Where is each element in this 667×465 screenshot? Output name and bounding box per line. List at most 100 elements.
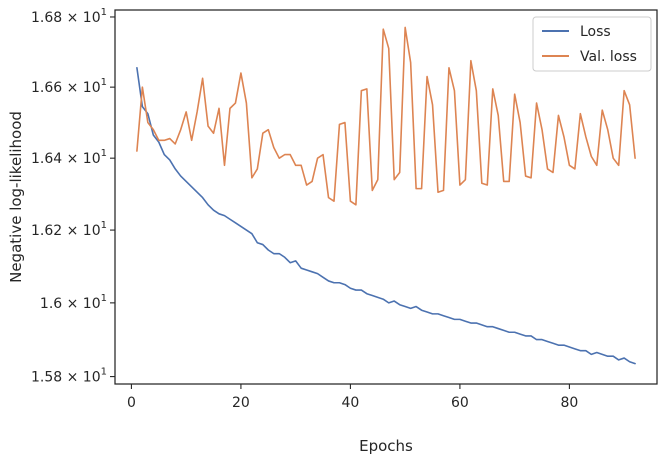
data-point-loss <box>135 66 138 69</box>
data-point-val-loss <box>387 47 390 50</box>
data-point-loss <box>168 158 171 161</box>
data-point-loss <box>557 344 560 347</box>
data-point-val-loss <box>278 157 281 160</box>
data-point-loss <box>343 283 346 286</box>
data-point-loss <box>179 175 182 178</box>
data-point-val-loss <box>141 86 144 89</box>
data-point-loss <box>612 355 615 358</box>
data-point-loss <box>469 322 472 325</box>
data-point-val-loss <box>573 167 576 170</box>
data-point-val-loss <box>250 176 253 179</box>
data-point-loss <box>519 333 522 336</box>
series-loss <box>135 66 636 365</box>
data-point-val-loss <box>338 123 341 126</box>
data-point-val-loss <box>267 128 270 131</box>
data-point-loss <box>376 296 379 299</box>
data-point-val-loss <box>163 139 166 142</box>
data-point-loss <box>218 212 221 215</box>
data-point-loss <box>212 209 215 212</box>
data-point-val-loss <box>349 200 352 203</box>
series-line-loss <box>136 66 636 365</box>
data-point-val-loss <box>382 28 385 31</box>
data-point-val-loss <box>327 196 330 199</box>
data-point-loss <box>541 338 544 341</box>
data-point-val-loss <box>612 157 615 160</box>
data-point-loss <box>201 196 204 199</box>
data-point-val-loss <box>316 157 319 160</box>
data-point-val-loss <box>623 89 626 92</box>
data-point-loss <box>464 320 467 323</box>
data-point-val-loss <box>535 102 538 105</box>
data-point-loss <box>190 185 193 188</box>
data-point-loss <box>152 134 155 137</box>
data-point-loss <box>289 261 292 264</box>
data-point-val-loss <box>584 135 587 138</box>
data-point-loss <box>437 312 440 315</box>
data-point-val-loss <box>371 189 374 192</box>
y-tick-label: 1.64 × 101 <box>31 148 107 167</box>
y-tick-label: 1.68 × 101 <box>31 7 107 26</box>
data-point-loss <box>447 316 450 319</box>
data-point-loss <box>546 340 549 343</box>
data-point-val-loss <box>207 125 210 128</box>
data-point-loss <box>480 323 483 326</box>
data-point-val-loss <box>311 180 314 183</box>
data-point-val-loss <box>196 110 199 113</box>
data-point-val-loss <box>601 109 604 112</box>
data-point-loss <box>426 311 429 314</box>
data-point-loss <box>409 307 412 310</box>
data-point-val-loss <box>300 164 303 167</box>
data-point-val-loss <box>212 132 215 135</box>
data-point-loss <box>294 259 297 262</box>
data-point-loss <box>300 267 303 270</box>
data-point-loss <box>349 287 352 290</box>
x-axis-label: Epochs <box>359 437 413 455</box>
data-point-loss <box>267 249 270 252</box>
data-point-loss <box>371 294 374 297</box>
x-tick-label: 60 <box>451 395 469 411</box>
data-point-val-loss <box>393 178 396 181</box>
data-point-val-loss <box>152 128 155 131</box>
data-point-val-loss <box>508 180 511 183</box>
data-point-loss <box>590 353 593 356</box>
data-point-loss <box>239 225 242 228</box>
data-point-loss <box>568 345 571 348</box>
plot-frame <box>114 9 658 385</box>
data-point-loss <box>327 279 330 282</box>
data-point-val-loss <box>218 107 221 110</box>
data-point-loss <box>502 329 505 332</box>
data-point-val-loss <box>617 164 620 167</box>
data-point-val-loss <box>480 182 483 185</box>
data-point-val-loss <box>332 200 335 203</box>
data-point-val-loss <box>426 75 429 78</box>
data-point-loss <box>530 334 533 337</box>
data-point-val-loss <box>365 87 368 90</box>
data-point-loss <box>387 301 390 304</box>
data-point-val-loss <box>245 102 248 105</box>
legend-label-val-loss: Val. loss <box>580 49 637 65</box>
data-point-val-loss <box>628 103 631 106</box>
data-point-loss <box>256 241 259 244</box>
x-tick-label: 40 <box>342 395 360 411</box>
data-point-loss <box>261 243 264 246</box>
data-point-val-loss <box>464 178 467 181</box>
series-line-val-loss <box>136 26 636 206</box>
data-point-val-loss <box>447 66 450 69</box>
data-point-loss <box>415 305 418 308</box>
data-point-val-loss <box>376 178 379 181</box>
data-point-val-loss <box>491 87 494 90</box>
data-point-val-loss <box>590 155 593 158</box>
x-tick-label: 80 <box>560 395 578 411</box>
data-point-loss <box>207 203 210 206</box>
data-point-val-loss <box>360 89 363 92</box>
data-point-loss <box>404 305 407 308</box>
data-point-val-loss <box>322 153 325 156</box>
data-point-loss <box>311 270 314 273</box>
data-point-val-loss <box>404 26 407 29</box>
data-point-val-loss <box>135 150 138 153</box>
data-point-loss <box>354 289 357 292</box>
data-point-val-loss <box>437 191 440 194</box>
data-point-val-loss <box>562 135 565 138</box>
data-point-val-loss <box>420 187 423 190</box>
data-point-loss <box>272 252 275 255</box>
